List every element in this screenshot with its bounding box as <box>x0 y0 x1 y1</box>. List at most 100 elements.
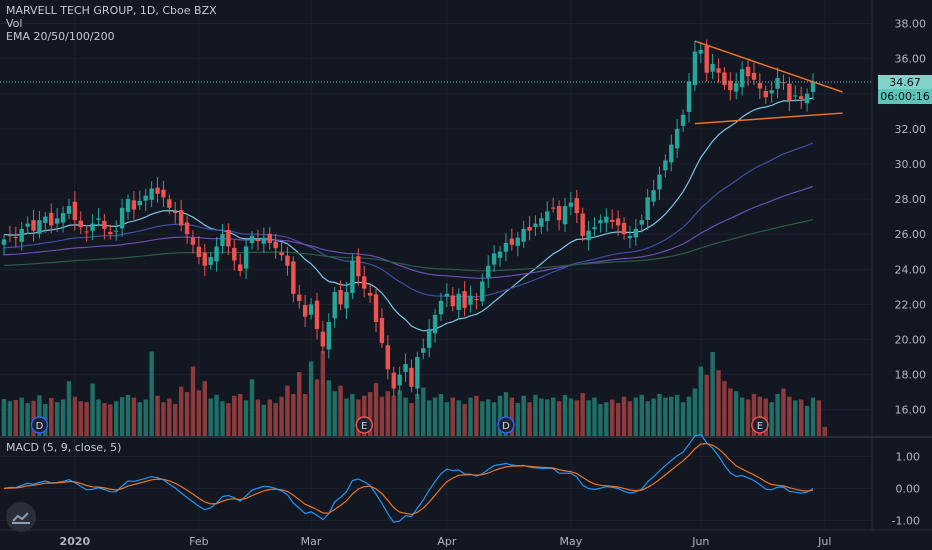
volume-bar <box>302 393 308 436</box>
volume-bar <box>332 391 337 436</box>
volume-bar <box>722 381 727 436</box>
volume-bar <box>474 395 479 436</box>
volume-bar <box>161 402 166 436</box>
candle-body <box>474 299 479 301</box>
candle-body <box>297 294 302 301</box>
time-tick-label: Apr <box>437 535 457 548</box>
volume-bar <box>674 394 680 436</box>
volume-bar <box>503 392 509 436</box>
volume-bar <box>450 397 455 436</box>
candle-body <box>385 345 391 370</box>
candle-body <box>674 128 680 149</box>
candle-body <box>196 246 202 257</box>
time-tick-label: Feb <box>189 535 208 548</box>
volume-bar <box>356 399 361 436</box>
candle-body <box>149 188 154 200</box>
chart-legend: MARVELL TECH GROUP, 1D, Cboe BZX Vol EMA… <box>6 4 217 43</box>
candle-body <box>202 252 207 266</box>
candle-body <box>669 144 674 163</box>
event-marker-label: D <box>36 421 44 432</box>
candle-body <box>302 305 308 317</box>
candle-body <box>350 260 355 294</box>
volume-bar <box>604 402 609 436</box>
candle-body <box>462 291 467 308</box>
volume-bar <box>409 403 414 436</box>
candle-body <box>37 220 42 234</box>
volume-bar <box>486 399 491 436</box>
volume-bar <box>728 388 733 436</box>
event-marker-label: E <box>361 421 367 432</box>
candle-body <box>178 210 184 226</box>
volume-bar <box>249 379 255 436</box>
candle-body <box>574 198 579 214</box>
volume-bar <box>367 392 373 436</box>
price-tick-label: 16.00 <box>895 404 927 417</box>
candle-body <box>131 200 137 210</box>
volume-bar <box>19 397 24 436</box>
macd-tick-label: 1.00 <box>896 450 921 463</box>
volume-bar <box>1 398 7 436</box>
candle-body <box>521 228 526 242</box>
candle-body <box>243 246 249 269</box>
candle-body <box>279 252 284 256</box>
candle-body <box>367 292 373 296</box>
candle-body <box>119 207 125 229</box>
candle-body <box>214 246 219 262</box>
candle-body <box>432 314 438 334</box>
last-price-tag: 34.67 <box>878 75 932 90</box>
macd-tick-label: 0.00 <box>896 482 921 495</box>
candle-body <box>468 295 473 305</box>
tradingview-logo-icon[interactable] <box>6 502 36 532</box>
price-tick-label: 36.00 <box>895 53 927 66</box>
volume-bar <box>54 402 60 436</box>
candle-body <box>734 83 739 92</box>
candle-body <box>480 281 485 302</box>
volume-bar <box>432 397 438 436</box>
ema-20-line <box>3 97 814 332</box>
candle-body <box>108 232 113 235</box>
volume-bar <box>781 388 786 436</box>
volume-bar <box>78 401 83 436</box>
ema-100-line <box>3 185 814 279</box>
volume-bar <box>226 403 231 436</box>
candle-body <box>291 261 296 294</box>
volume-bar <box>793 400 798 436</box>
candle-body <box>267 233 272 243</box>
candle-body <box>639 220 644 225</box>
volume-bar <box>84 402 89 436</box>
volume-bar <box>462 404 467 436</box>
candle-body <box>1 239 7 245</box>
volume-bar <box>716 370 721 436</box>
volume-bar <box>214 394 219 436</box>
candle-body <box>31 220 36 231</box>
candle-body <box>438 300 444 315</box>
volume-bar <box>568 398 574 436</box>
event-marker <box>751 416 769 434</box>
volume-bar <box>243 400 249 436</box>
candle-body <box>698 49 704 54</box>
macd-legend: MACD (5, 9, close, 5) <box>6 441 121 454</box>
volume-bar <box>680 402 686 436</box>
volume-bar <box>592 397 597 436</box>
ema-200-line <box>3 219 814 272</box>
candle-body <box>621 223 627 235</box>
candle-body <box>102 220 107 229</box>
volume-bar <box>267 399 272 436</box>
volume-bar <box>173 404 178 436</box>
volume-bar <box>37 395 42 436</box>
volume-bar <box>362 395 367 436</box>
volume-bar <box>72 396 78 436</box>
candle-body <box>255 239 261 242</box>
event-marker <box>355 416 373 434</box>
volume-bar <box>798 399 804 436</box>
volume-bar <box>238 393 243 436</box>
candle-body <box>125 199 131 212</box>
volume-bar <box>527 402 532 436</box>
ema-label: EMA 20/50/100/200 <box>6 30 115 43</box>
candle-body <box>90 223 95 231</box>
volume-bar <box>373 382 379 436</box>
volume-bar <box>196 390 202 436</box>
candle-body <box>745 66 751 77</box>
volume-bar <box>149 351 154 436</box>
